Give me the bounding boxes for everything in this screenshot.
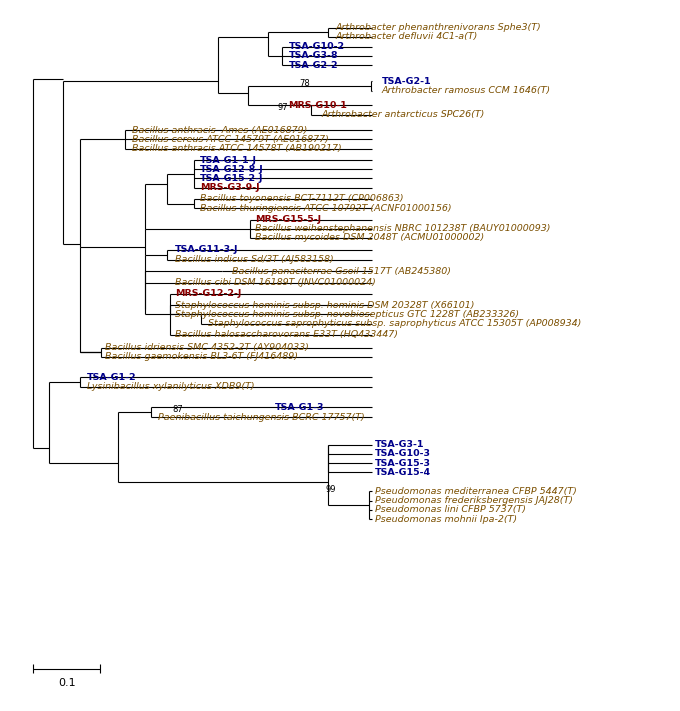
Text: 78: 78 <box>299 79 310 88</box>
Text: TSA-G15-3: TSA-G15-3 <box>375 459 431 468</box>
Text: Bacillus cereus ATCC 14579T (AE016877): Bacillus cereus ATCC 14579T (AE016877) <box>131 135 328 144</box>
Text: TSA-G1-3: TSA-G1-3 <box>275 402 324 412</box>
Text: Bacillus mycoides DSM 2048T (ACMU01000002): Bacillus mycoides DSM 2048T (ACMU0100000… <box>255 233 484 242</box>
Text: TSA-G3-1: TSA-G3-1 <box>375 440 425 449</box>
Text: Bacillus panaciterrae Gsoil 1517T (AB245380): Bacillus panaciterrae Gsoil 1517T (AB245… <box>232 267 451 276</box>
Text: Arthrobacter defluvii 4C1-a(T): Arthrobacter defluvii 4C1-a(T) <box>335 32 477 41</box>
Text: Pseudomonas mohnii Ipa-2(T): Pseudomonas mohnii Ipa-2(T) <box>375 515 517 523</box>
Text: Staphylococcus saprophyticus subsp. saprophyticus ATCC 15305T (AP008934): Staphylococcus saprophyticus subsp. sapr… <box>208 319 581 328</box>
Text: TSA-G2-2: TSA-G2-2 <box>288 60 338 70</box>
Text: Pseudomonas lini CFBP 5737(T): Pseudomonas lini CFBP 5737(T) <box>375 506 526 514</box>
Text: Bacillus halosaccharovorans E33T (HQ433447): Bacillus halosaccharovorans E33T (HQ4334… <box>175 331 398 339</box>
Text: TSA-G10-3: TSA-G10-3 <box>375 449 431 459</box>
Text: Staphylococcus hominis subsp. novobiosepticus GTC 1228T (AB233326): Staphylococcus hominis subsp. novobiosep… <box>175 310 519 319</box>
Text: Arthrobacter ramosus CCM 1646(T): Arthrobacter ramosus CCM 1646(T) <box>382 86 551 95</box>
Text: TSA-G12-8-J: TSA-G12-8-J <box>201 165 264 173</box>
Text: TSA-G15-2-J: TSA-G15-2-J <box>201 174 264 183</box>
Text: Arthrobacter phenanthrenivorans Sphe3(T): Arthrobacter phenanthrenivorans Sphe3(T) <box>335 23 541 32</box>
Text: Lysinibacillus xylanilyticus XDB9(T): Lysinibacillus xylanilyticus XDB9(T) <box>87 382 254 391</box>
Text: MRS-G3-9-J: MRS-G3-9-J <box>201 183 260 192</box>
Text: 97: 97 <box>277 103 288 112</box>
Text: Paenibacillus taichungensis BCRC 17757(T): Paenibacillus taichungensis BCRC 17757(T… <box>158 412 365 422</box>
Text: 0.1: 0.1 <box>58 678 75 688</box>
Text: MRS-G15-5-J: MRS-G15-5-J <box>255 215 321 224</box>
Text: TSA-G1-2: TSA-G1-2 <box>87 373 137 382</box>
Text: Bacillus weihenstephanensis NBRC 101238T (BAUY01000093): Bacillus weihenstephanensis NBRC 101238T… <box>255 224 551 233</box>
Text: TSA-G15-4: TSA-G15-4 <box>375 468 431 477</box>
Text: Staphylococcus hominis subsp. hominis DSM 20328T (X66101): Staphylococcus hominis subsp. hominis DS… <box>175 301 475 310</box>
Text: Bacillus idriensis SMC 4352-2T (AY904033): Bacillus idriensis SMC 4352-2T (AY904033… <box>105 343 309 352</box>
Text: Bacillus anthracis  Ames (AE016879): Bacillus anthracis Ames (AE016879) <box>131 126 307 135</box>
Text: MRS-G10-1: MRS-G10-1 <box>288 101 347 110</box>
Text: TSA-G11-3-J: TSA-G11-3-J <box>175 245 239 255</box>
Text: TSA-G2-1: TSA-G2-1 <box>382 77 432 86</box>
Text: Bacillus anthracis ATCC 14578T (AB190217): Bacillus anthracis ATCC 14578T (AB190217… <box>131 144 341 153</box>
Text: Bacillus indicus Sd/3T (AJ583158): Bacillus indicus Sd/3T (AJ583158) <box>175 255 334 264</box>
Text: Bacillus gaemokensis BL3-6T (FJ416489): Bacillus gaemokensis BL3-6T (FJ416489) <box>105 353 298 361</box>
Text: MRS-G12-2-J: MRS-G12-2-J <box>175 289 241 299</box>
Text: Pseudomonas frederiksbergensis JAJ28(T): Pseudomonas frederiksbergensis JAJ28(T) <box>375 496 573 506</box>
Text: 99: 99 <box>326 485 337 494</box>
Text: TSA-G10-2: TSA-G10-2 <box>288 42 345 51</box>
Text: Arthrobacter antarcticus SPC26(T): Arthrobacter antarcticus SPC26(T) <box>322 110 485 119</box>
Text: Bacillus cibi DSM 16189T (JNVC01000024): Bacillus cibi DSM 16189T (JNVC01000024) <box>175 278 376 287</box>
Text: Pseudomonas mediterranea CFBP 5447(T): Pseudomonas mediterranea CFBP 5447(T) <box>375 487 577 496</box>
Text: TSA-G3-8: TSA-G3-8 <box>288 51 338 60</box>
Text: Bacillus thuringiensis ATCC 10792T (ACNF01000156): Bacillus thuringiensis ATCC 10792T (ACNF… <box>201 203 452 213</box>
Text: Bacillus toyonensis BCT-7112T (CP006863): Bacillus toyonensis BCT-7112T (CP006863) <box>201 195 404 203</box>
Text: TSA-G1-1-J: TSA-G1-1-J <box>201 156 257 164</box>
Text: 87: 87 <box>172 405 183 414</box>
